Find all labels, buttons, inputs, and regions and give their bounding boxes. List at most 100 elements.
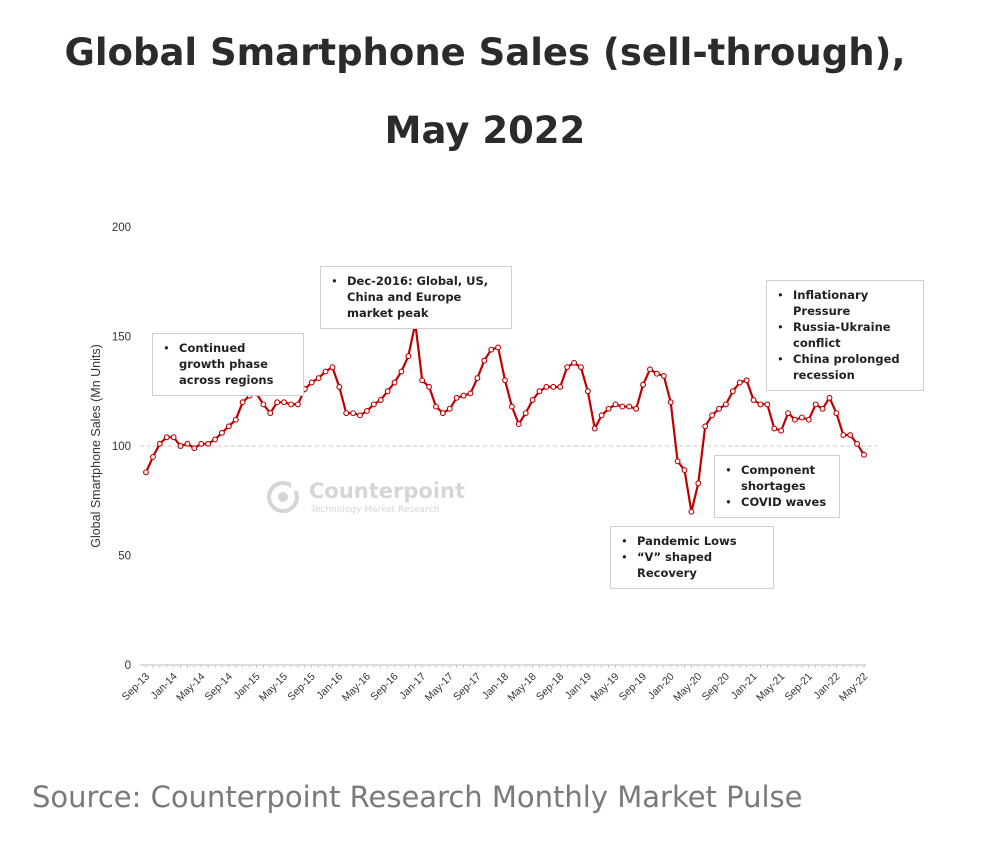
data-point	[357, 412, 363, 419]
data-point	[439, 410, 446, 417]
y-tick-labels: 0 50 100 150 200	[112, 222, 131, 672]
data-point	[274, 399, 281, 406]
data-point	[743, 377, 750, 384]
y-tick-label: 200	[112, 222, 131, 234]
x-tick-label: Sep-16	[368, 671, 401, 704]
data-point	[571, 359, 577, 366]
data-point	[177, 443, 184, 449]
data-point	[384, 388, 391, 395]
chart-axes	[140, 664, 866, 668]
data-point	[315, 375, 322, 382]
data-point	[329, 364, 336, 371]
x-tick-label: May-21	[754, 671, 787, 704]
y-tick-label: 100	[112, 441, 131, 453]
data-point	[785, 410, 792, 417]
data-point	[398, 368, 405, 375]
data-point	[536, 388, 543, 395]
data-point	[218, 429, 225, 436]
data-point	[605, 405, 612, 412]
data-point	[729, 388, 736, 395]
x-tick-label: May-20	[671, 671, 704, 704]
data-point	[647, 366, 653, 373]
x-tick-label: Sep-13	[120, 671, 153, 704]
data-point	[854, 440, 861, 447]
series-group	[143, 320, 867, 515]
page-title: Global Smartphone Sales (sell-through), …	[64, 31, 906, 152]
data-point	[453, 394, 460, 401]
annotation-item: Inflationary Pressure	[775, 287, 913, 319]
data-point	[750, 397, 757, 403]
y-axis-label: Global Smartphone Sales (Mn Units)	[89, 344, 103, 548]
x-tick-label: May-15	[257, 671, 290, 704]
data-point	[205, 440, 212, 447]
data-point	[391, 379, 398, 386]
data-point	[308, 379, 315, 386]
data-point	[232, 416, 239, 423]
y-tick-label: 150	[112, 332, 131, 344]
annotation-item: Dec-2016: Global, US, China and Europe m…	[329, 273, 501, 321]
data-point	[433, 403, 439, 410]
data-point	[695, 480, 702, 487]
data-point	[281, 399, 288, 406]
data-point	[336, 383, 343, 390]
data-point	[826, 394, 833, 401]
annotation-item: Continued growth phase across regions	[161, 340, 293, 388]
data-point	[267, 410, 274, 417]
data-point	[260, 401, 267, 408]
data-point	[212, 436, 218, 443]
data-point	[488, 346, 495, 353]
data-point	[426, 383, 433, 390]
data-point	[674, 458, 681, 465]
data-point	[722, 401, 729, 408]
data-point	[529, 397, 536, 403]
data-point	[557, 383, 564, 390]
data-point	[736, 379, 743, 386]
annotation-item: Russia-Ukraine conflict	[775, 319, 913, 351]
x-tick-label: May-18	[505, 671, 538, 704]
data-point	[191, 445, 198, 452]
data-point	[419, 377, 426, 384]
data-point	[508, 403, 515, 410]
x-tick-labels: Sep-13Jan-14May-14Sep-14Jan-15May-15Sep-…	[120, 671, 871, 704]
data-point	[591, 425, 598, 432]
data-point	[522, 410, 529, 417]
source-note: Source: Counterpoint Research Monthly Ma…	[32, 780, 803, 814]
data-point	[198, 440, 205, 447]
data-point	[619, 403, 626, 410]
x-tick-label: Sep-20	[700, 671, 733, 704]
watermark-subtitle: Technology Market Research	[311, 505, 440, 515]
data-point	[543, 383, 550, 390]
watermark-name: Counterpoint	[309, 479, 466, 503]
data-point	[702, 423, 709, 430]
annotation-components: Component shortages COVID waves	[714, 455, 840, 518]
x-tick-label: Sep-18	[534, 671, 567, 704]
x-tick-label: May-14	[174, 671, 207, 704]
counterpoint-logo-icon	[267, 481, 299, 513]
data-point	[170, 434, 177, 441]
data-point	[149, 454, 156, 460]
data-point	[640, 381, 647, 388]
annotation-growth: Continued growth phase across regions	[152, 333, 304, 396]
data-point	[446, 405, 453, 412]
data-point	[667, 399, 674, 406]
data-point	[764, 401, 771, 408]
x-tick-label: May-22	[837, 671, 870, 704]
data-point	[143, 469, 149, 476]
data-point	[377, 397, 384, 403]
data-point	[584, 388, 591, 395]
data-point	[626, 403, 633, 410]
data-point	[840, 432, 847, 438]
data-point	[363, 408, 370, 414]
data-point	[812, 401, 819, 408]
y-tick-label: 0	[125, 660, 131, 672]
data-point	[460, 392, 467, 399]
data-point	[709, 412, 716, 419]
x-tick-label: May-19	[588, 671, 621, 704]
data-point	[322, 368, 329, 375]
data-point	[370, 401, 377, 408]
data-point	[653, 370, 660, 377]
data-point	[805, 416, 812, 423]
x-tick-label: Sep-15	[285, 671, 318, 704]
data-point	[239, 399, 246, 406]
data-point	[633, 405, 640, 412]
